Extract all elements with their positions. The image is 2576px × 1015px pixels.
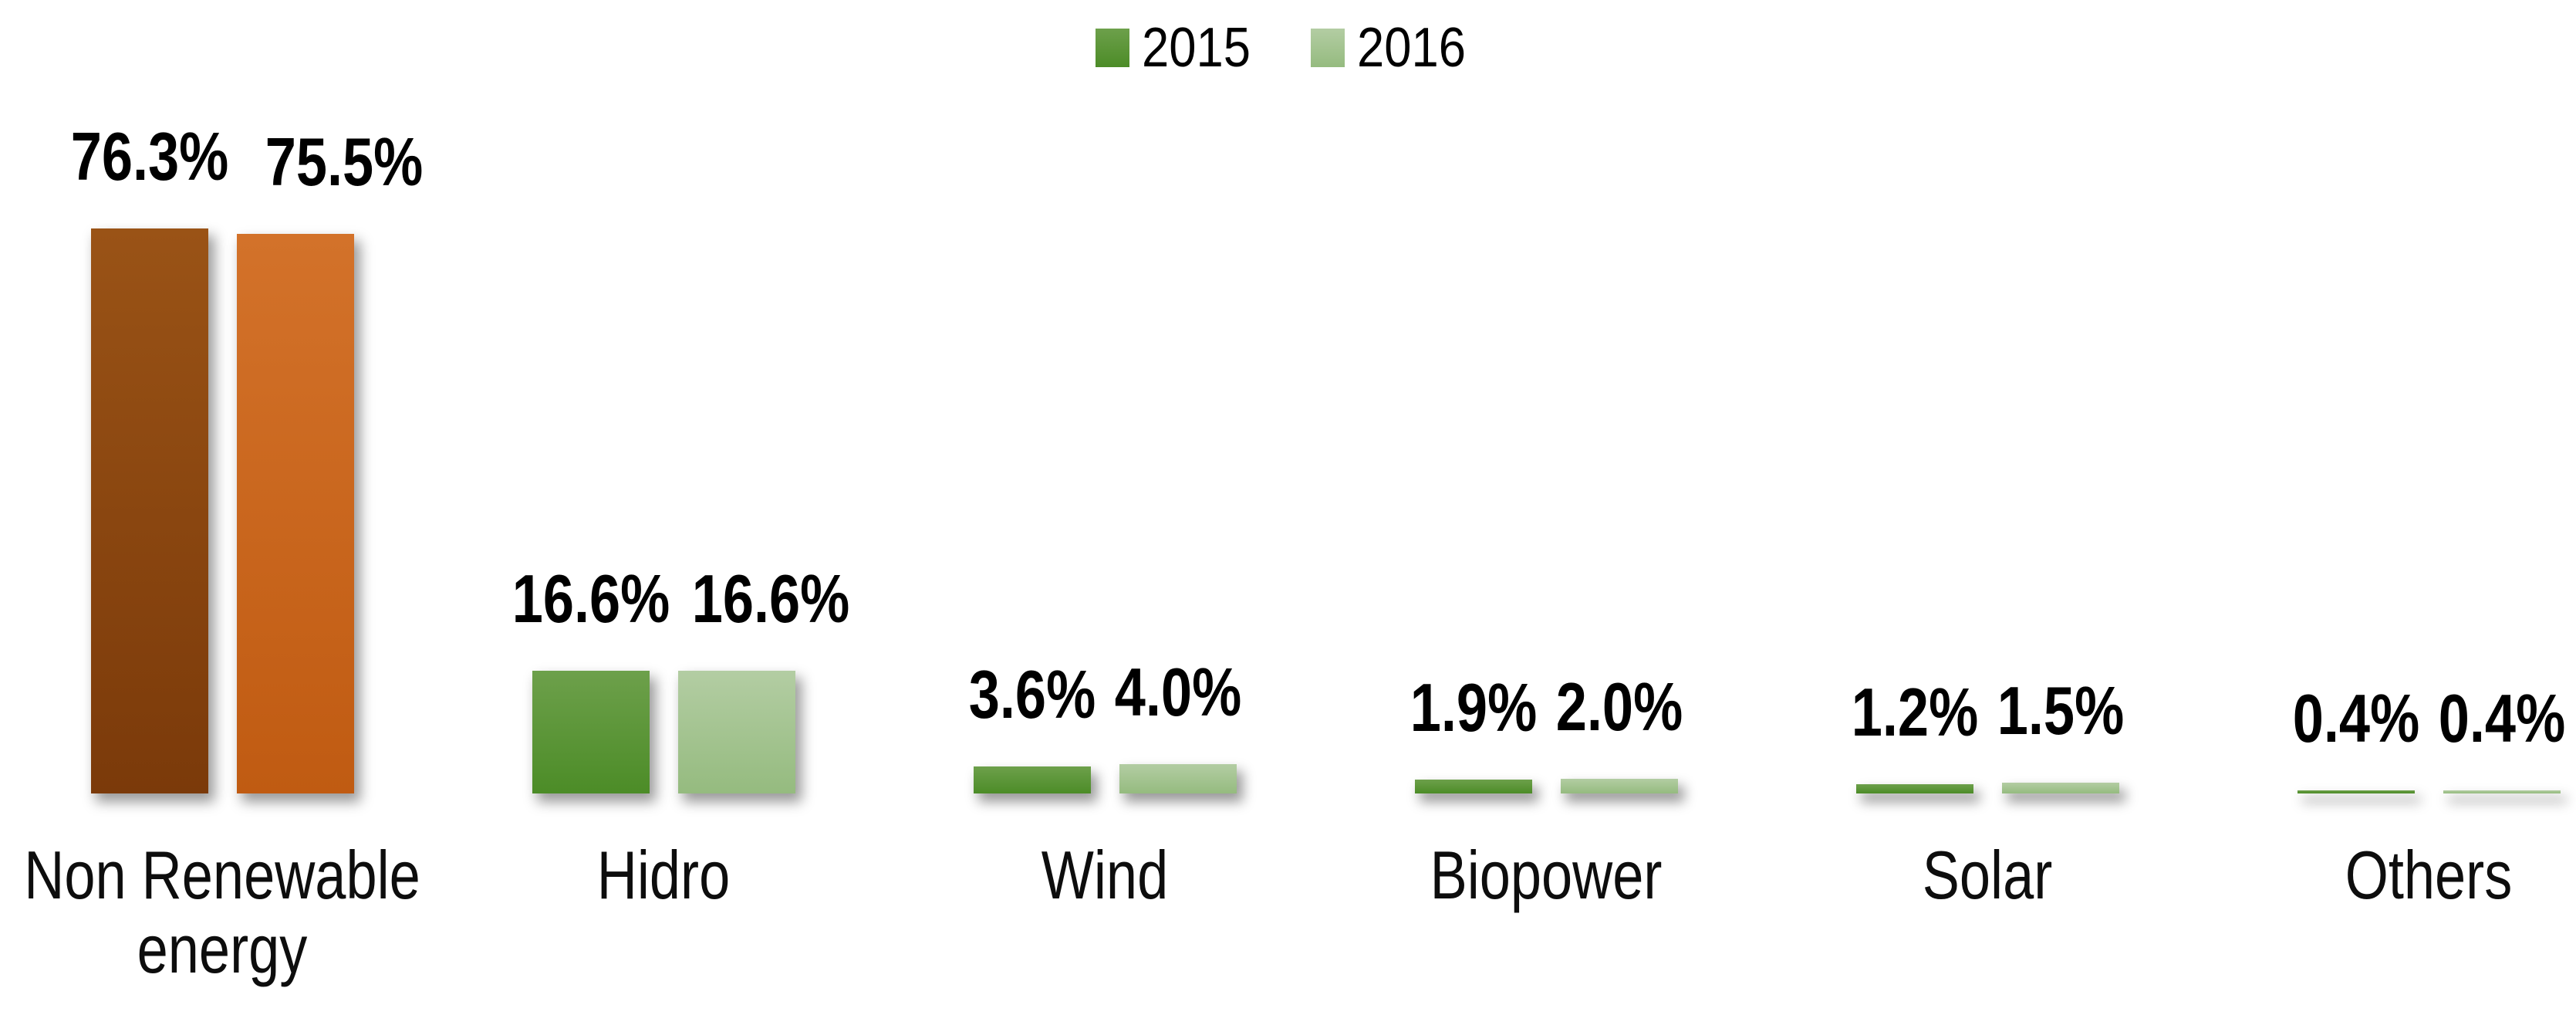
bar-2015-solar <box>1855 784 1973 793</box>
bar-2016-others <box>2443 790 2561 793</box>
value-label-2016-hidro: 16.6% <box>691 560 849 637</box>
bar-2016-hidro <box>677 671 795 793</box>
bar-2015-wind <box>973 766 1091 793</box>
value-label-2016-non-renewable-energy: 75.5% <box>265 123 423 200</box>
category-label-wind: Wind <box>883 838 1326 912</box>
legend-item-2016: 2016 <box>1310 17 1480 79</box>
legend-label-2015: 2015 <box>1142 17 1251 79</box>
value-label-2016-solar: 1.5% <box>1997 672 2124 749</box>
category-label-line: Biopower <box>1430 837 1663 913</box>
bar-2015-hidro <box>532 671 650 793</box>
legend-swatch-2015 <box>1096 29 1130 67</box>
bar-2015-biopower <box>1414 780 1532 793</box>
bar-2016-non-renewable-energy <box>236 234 354 793</box>
legend-item-2015: 2015 <box>1096 20 1265 76</box>
category-label-line: Wind <box>1041 837 1169 913</box>
value-label-2015-biopower: 1.9% <box>1410 669 1537 746</box>
category-label-others: Others <box>2207 838 2576 912</box>
category-label-line: Solar <box>1922 837 2053 913</box>
bar-2015-others <box>2297 790 2415 793</box>
bar-2016-wind <box>1119 764 1237 793</box>
category-label-line: energy <box>137 911 308 987</box>
legend-label-2016: 2016 <box>1356 17 1466 79</box>
value-label-2016-others: 0.4% <box>2438 680 2565 756</box>
category-label-biopower: Biopower <box>1325 838 1767 912</box>
value-label-2016-wind: 4.0% <box>1114 654 1241 730</box>
value-label-2015-wind: 3.6% <box>968 656 1096 732</box>
category-label-line: Non Renewable <box>24 837 420 913</box>
bar-2016-biopower <box>1560 779 1678 793</box>
chart-legend: 2015 2016 <box>0 20 2576 76</box>
value-label-2015-hidro: 16.6% <box>511 560 670 637</box>
bar-2016-solar <box>2001 783 2119 793</box>
value-label-2016-biopower: 2.0% <box>1555 668 1683 745</box>
value-label-2015-non-renewable-energy: 76.3% <box>70 118 228 195</box>
category-label-line: Hidro <box>596 837 731 913</box>
category-label-hidro: Hidro <box>442 838 885 912</box>
category-label-non-renewable-energy: Non Renewable energy <box>1 838 444 986</box>
bar-2015-non-renewable-energy <box>90 228 208 793</box>
value-label-2015-solar: 1.2% <box>1851 674 1978 750</box>
category-label-solar: Solar <box>1766 838 2209 912</box>
legend-swatch-2016 <box>1310 29 1345 67</box>
value-label-2015-others: 0.4% <box>2292 680 2419 756</box>
category-label-line: Others <box>2345 837 2513 913</box>
